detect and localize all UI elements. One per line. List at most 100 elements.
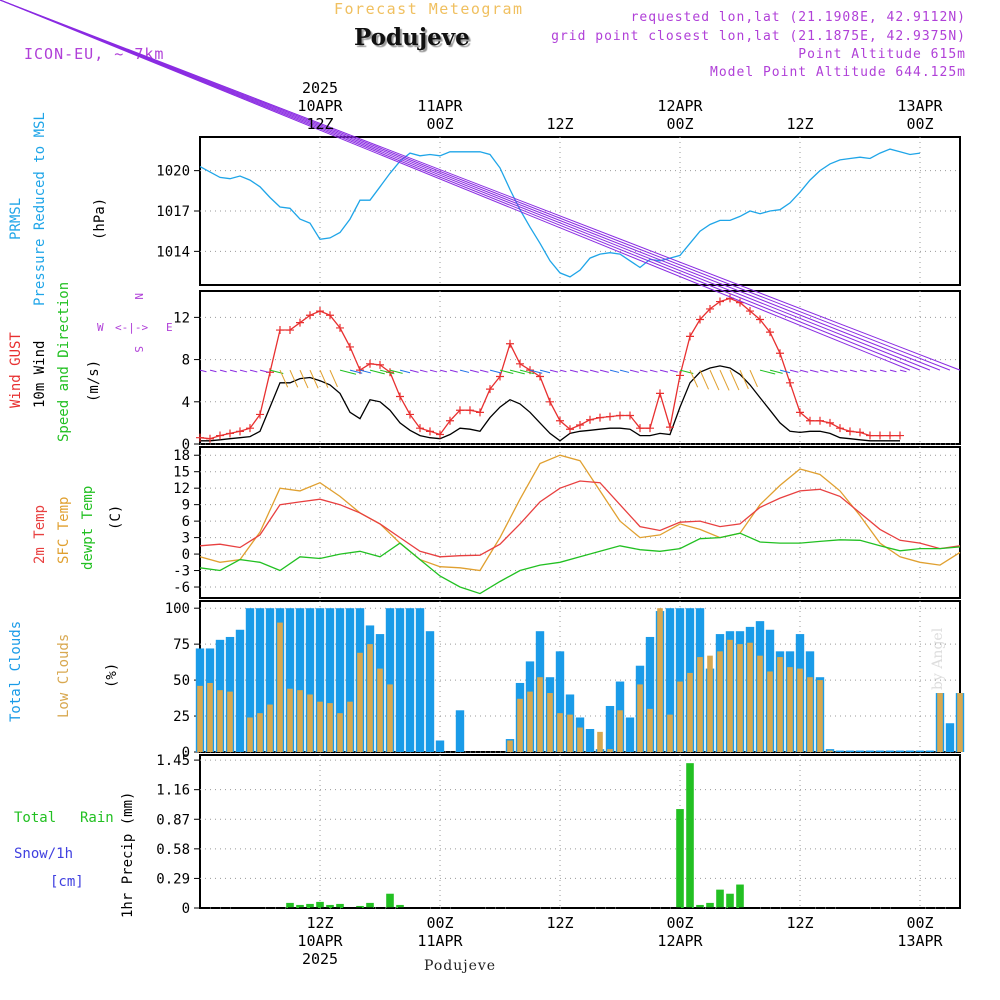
gust-marker <box>326 311 334 320</box>
wind-arrow <box>579 369 589 373</box>
total-cloud-bar <box>335 608 345 752</box>
wind-arrow <box>489 369 502 374</box>
total-cloud-bar <box>555 651 565 752</box>
wind-arrow <box>429 369 438 373</box>
gust-marker <box>216 431 224 440</box>
wind-arrow <box>689 369 699 388</box>
wind-arrow <box>299 369 309 389</box>
wind-arrow <box>569 369 579 373</box>
wind-arrow <box>259 369 269 373</box>
low-cloud-bar <box>767 671 773 752</box>
top-time-label: 12APR <box>657 97 703 115</box>
low-cloud-bar <box>577 727 583 752</box>
low-cloud-bar <box>747 642 753 752</box>
wind-arrow <box>809 369 819 373</box>
point-altitude: Point Altitude 615m <box>798 47 966 62</box>
precip-label-1: Total <box>14 810 57 826</box>
gust-marker <box>206 434 214 443</box>
low-cloud-bar <box>327 703 333 752</box>
wind-tick-label: 8 <box>182 353 190 369</box>
wind-arrow <box>199 369 207 373</box>
total-cloud-bar <box>585 728 595 752</box>
total-cloud-bar <box>395 608 405 752</box>
wind-line <box>200 365 900 442</box>
low-cloud-bar <box>607 749 613 752</box>
total-cloud-bar <box>665 608 675 752</box>
gust-marker <box>606 412 614 421</box>
wind-arrow <box>319 369 329 388</box>
pressure-tick-label: 1017 <box>156 204 190 220</box>
low-cloud-bar <box>697 657 703 752</box>
wind-arrow <box>779 369 791 374</box>
wind-arrow <box>829 369 839 373</box>
wind-arrow <box>339 369 357 375</box>
total-cloud-bar <box>235 629 245 752</box>
top-time-label: 13APR <box>897 97 943 115</box>
wind-arrow <box>639 369 648 373</box>
wind-arrow <box>759 369 776 375</box>
wind-arrow <box>479 369 489 373</box>
bottom-time-label: 12Z <box>546 914 573 932</box>
wind-arrow <box>739 369 749 390</box>
wind-arrow <box>599 369 609 373</box>
rain-bar <box>686 763 694 908</box>
low-cloud-bar <box>827 750 833 752</box>
footer-location: Podujeve <box>424 958 497 974</box>
total-cloud-bar <box>295 608 305 752</box>
total-cloud-bar <box>405 608 415 752</box>
wind-arrow <box>449 369 458 373</box>
rain-bar <box>396 904 404 908</box>
total-cloud-bar <box>385 608 395 752</box>
temp-tick-label: -3 <box>173 564 190 580</box>
rain-bar <box>316 901 324 908</box>
wind-arrow <box>789 369 799 373</box>
total-cloud-bar <box>875 750 885 752</box>
wind-arrow <box>249 369 258 373</box>
wind-arrow <box>549 369 559 373</box>
gust-marker <box>336 323 344 332</box>
low-cloud-bar <box>537 677 543 752</box>
compass-e: E <box>166 321 173 334</box>
compass-n: N <box>132 293 145 300</box>
wind-arrow <box>819 369 829 373</box>
wind-arrow <box>879 369 887 373</box>
rain-bar <box>356 905 364 908</box>
prmsl-line <box>199 148 921 278</box>
wind-arrow <box>529 369 543 374</box>
location-title: Podujeve <box>354 24 470 51</box>
model-altitude: Model Point Altitude 644.125m <box>710 65 966 80</box>
low-cloud-bar <box>567 714 573 752</box>
wind-arrow <box>459 369 470 373</box>
wind-arrow <box>0 0 961 371</box>
wind-arrow <box>559 369 567 373</box>
low-cloud-bar <box>787 667 793 752</box>
rain-bar <box>386 893 394 908</box>
total-cloud-bar <box>435 740 445 752</box>
wind-arrow <box>409 369 419 373</box>
gust-marker <box>446 416 454 425</box>
gust-marker <box>426 427 434 436</box>
wind-arrow <box>239 369 248 373</box>
gust-marker <box>346 342 354 351</box>
temp-tick-label: 18 <box>173 448 190 464</box>
precip-label-3: Snow/1h <box>14 846 74 862</box>
gust-marker <box>496 372 504 381</box>
wind-arrow <box>869 369 877 373</box>
wind-arrow <box>769 369 783 374</box>
gust-marker <box>616 411 624 420</box>
wind-arrow <box>0 0 941 371</box>
gust-marker <box>406 410 414 419</box>
clouds-tick-label: 25 <box>173 709 190 725</box>
wind-arrow <box>699 369 710 390</box>
low-cloud-bar <box>957 693 963 752</box>
gust-marker <box>766 328 774 337</box>
low-cloud-bar <box>347 701 353 752</box>
gust-marker <box>856 428 864 437</box>
low-cloud-bar <box>517 698 523 752</box>
rain-bar <box>706 902 714 908</box>
total-cloud-bar <box>425 631 435 752</box>
gust-marker <box>786 378 794 387</box>
gust-marker <box>876 431 884 440</box>
wind-arrow <box>359 369 372 374</box>
